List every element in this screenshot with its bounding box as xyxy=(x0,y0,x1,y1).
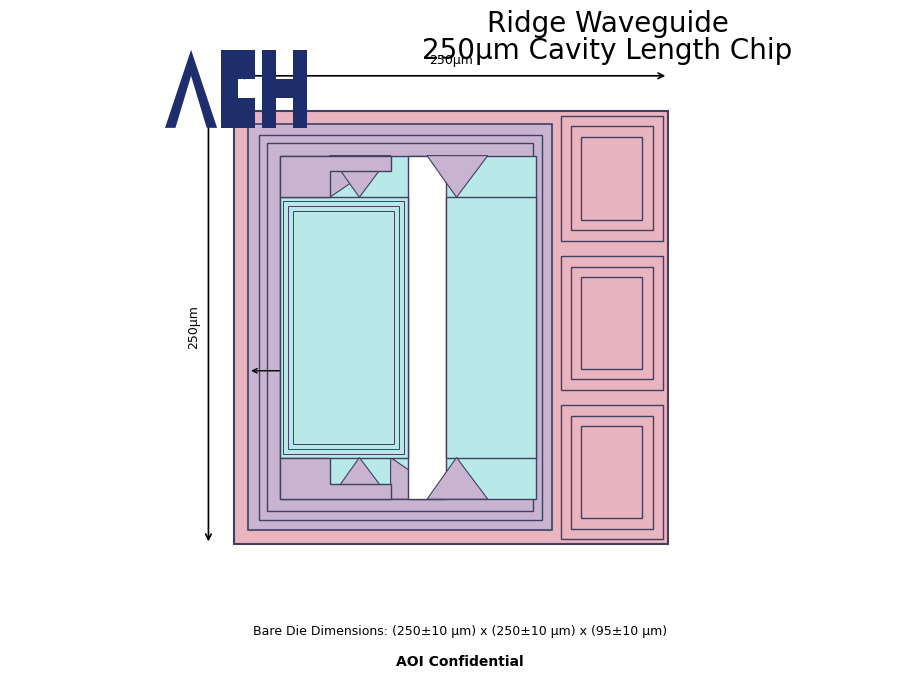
Polygon shape xyxy=(426,457,487,499)
Bar xyxy=(446,197,536,457)
Bar xyxy=(581,137,641,220)
Polygon shape xyxy=(165,50,217,128)
Text: 95μm: 95μm xyxy=(327,266,359,277)
Bar xyxy=(248,124,551,531)
Text: AOI Confidential: AOI Confidential xyxy=(396,656,523,669)
Bar xyxy=(279,156,536,499)
Text: 170μm: 170μm xyxy=(330,322,369,333)
Polygon shape xyxy=(330,457,391,499)
Polygon shape xyxy=(279,156,391,197)
Bar xyxy=(571,266,652,380)
Bar xyxy=(267,144,532,511)
Polygon shape xyxy=(330,156,391,197)
Text: 250μm: 250μm xyxy=(187,306,199,349)
Bar xyxy=(560,406,663,539)
Bar xyxy=(581,277,641,369)
Text: 250μm Cavity Length Chip: 250μm Cavity Length Chip xyxy=(422,37,792,66)
Bar xyxy=(279,197,407,457)
Text: Ridge Waveguide: Ridge Waveguide xyxy=(486,10,728,38)
Polygon shape xyxy=(391,457,451,499)
Polygon shape xyxy=(426,156,487,197)
Polygon shape xyxy=(221,50,255,128)
Bar xyxy=(571,416,652,529)
Bar xyxy=(581,426,641,518)
Bar xyxy=(258,135,541,520)
Text: 250μm: 250μm xyxy=(429,54,472,67)
Text: 145μm: 145μm xyxy=(327,380,367,389)
Bar xyxy=(293,211,393,444)
Bar xyxy=(571,126,652,230)
Polygon shape xyxy=(279,457,391,499)
Bar xyxy=(288,206,399,448)
Bar xyxy=(407,156,446,499)
Text: Bare Die Dimensions: (250±10 μm) x (250±10 μm) x (95±10 μm): Bare Die Dimensions: (250±10 μm) x (250±… xyxy=(253,625,666,638)
Polygon shape xyxy=(262,50,307,128)
Polygon shape xyxy=(330,156,391,197)
Bar xyxy=(283,201,404,454)
Bar xyxy=(234,110,667,544)
Bar xyxy=(560,116,663,241)
Bar xyxy=(560,256,663,390)
